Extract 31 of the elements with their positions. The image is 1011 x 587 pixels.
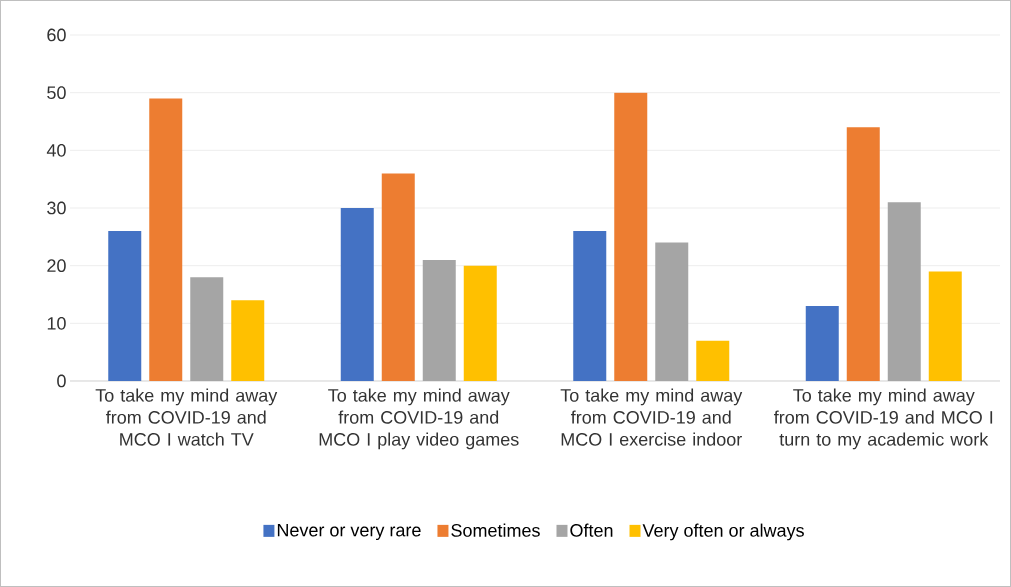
y-tick-label: 30 — [47, 201, 66, 215]
bar — [887, 202, 921, 381]
y-tick-label: 60 — [47, 28, 66, 42]
x-tick-label: To take my mind away from COVID-19 and MCO I play video games — [319, 388, 519, 450]
bar — [108, 231, 142, 381]
bar — [928, 271, 962, 381]
bar — [381, 173, 415, 381]
bar — [149, 98, 183, 381]
bar — [805, 306, 839, 381]
y-tick-label: 10 — [47, 316, 66, 330]
x-tick-label: To take my mind away from COVID-19 and MCO I turn to my academic work — [773, 388, 993, 450]
legend-label: Often — [570, 523, 613, 537]
x-tick-label: To take my mind away from COVID-19 and MCO I watch TV — [95, 388, 278, 446]
bar — [190, 277, 224, 381]
x-tick-label: To take my mind away from COVID-19 and MCO I exercise indoor — [560, 388, 743, 446]
legend-label: Never or very rare — [277, 523, 421, 541]
y-tick-label: 50 — [47, 86, 66, 100]
legend-label: Sometimes — [451, 523, 540, 537]
bar — [573, 231, 607, 381]
bar — [655, 242, 689, 381]
bar — [846, 127, 880, 381]
bar — [422, 259, 456, 381]
y-tick-label: 20 — [47, 259, 66, 273]
bar — [614, 92, 648, 381]
bar — [696, 340, 730, 381]
legend-label: Very often or always — [642, 523, 804, 541]
bar — [463, 265, 497, 381]
y-tick-label: 40 — [46, 143, 66, 157]
y-tick-label: 0 — [57, 374, 66, 388]
bar — [340, 208, 374, 381]
bar — [231, 300, 265, 381]
